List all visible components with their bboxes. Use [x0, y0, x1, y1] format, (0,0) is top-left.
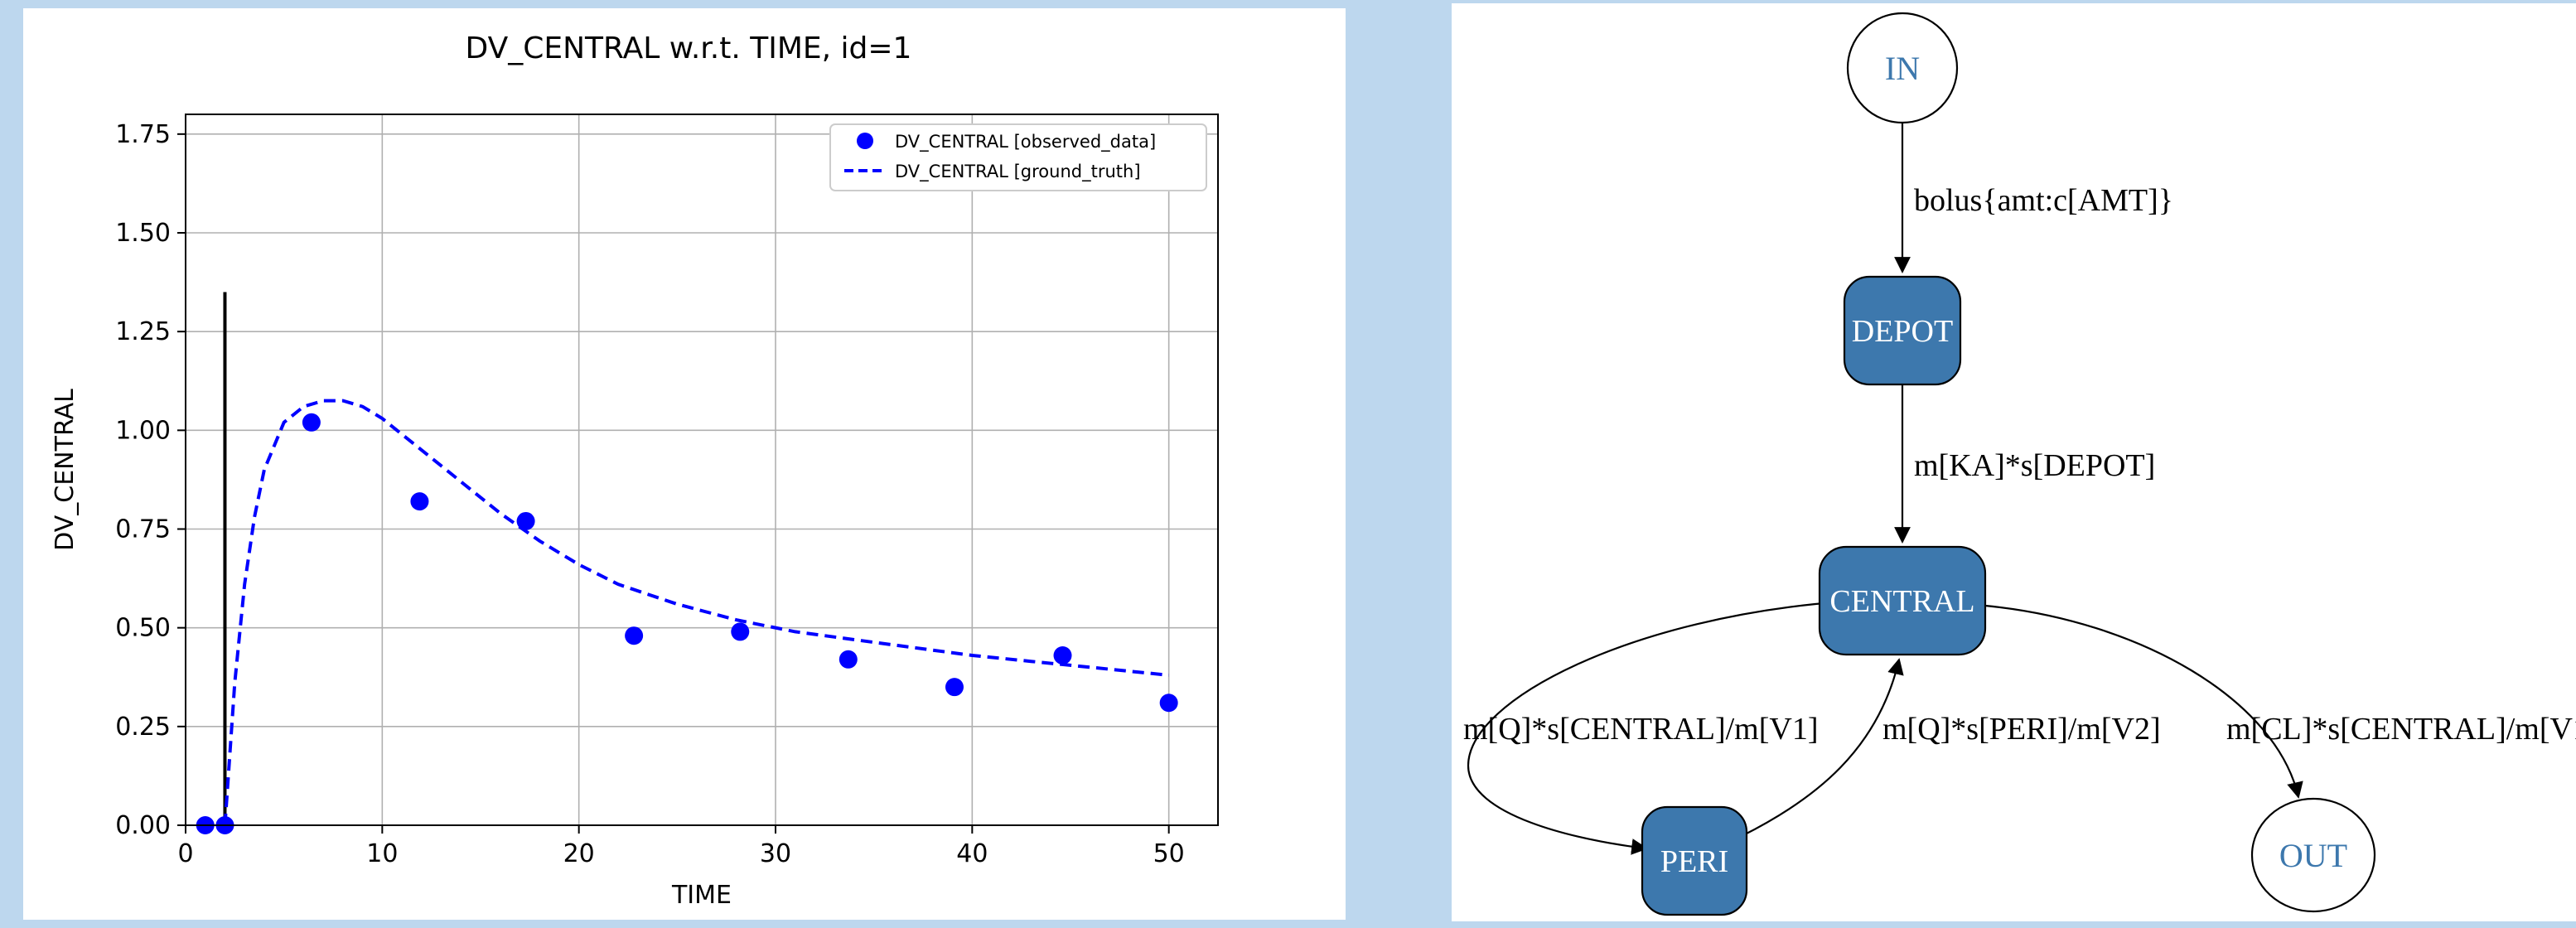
- observed-data-point: [839, 650, 858, 669]
- diagram-svg: bolus{amt:c[AMT]} m[KA]*s[DEPOT] m[Q]*s[…: [1463, 12, 2576, 916]
- edge-label-depot-central: m[KA]*s[DEPOT]: [1914, 448, 2155, 483]
- y-tick-label: 1.25: [115, 317, 171, 346]
- x-tick-label: 10: [366, 839, 398, 868]
- chart-title: DV_CENTRAL w.r.t. TIME, id=1: [466, 31, 912, 65]
- node-peri: PERI: [1641, 805, 1748, 916]
- observed-data-point: [945, 678, 964, 697]
- y-tick-label: 0.75: [115, 515, 171, 544]
- edge-central-out: [1984, 604, 2303, 799]
- x-tick-label: 40: [956, 839, 988, 868]
- x-tick-label: 50: [1153, 839, 1185, 868]
- y-tick-label: 0.00: [115, 811, 171, 840]
- grid-layer: [185, 114, 1218, 826]
- observed-data-point: [516, 511, 535, 530]
- y-tick-label: 1.75: [115, 120, 171, 149]
- x-tick-label: 30: [760, 839, 791, 868]
- node-in: IN: [1846, 12, 1959, 124]
- observed-data-point: [410, 492, 429, 511]
- x-tick-label: 0: [177, 839, 193, 868]
- node-central-label: CENTRAL: [1829, 584, 1974, 619]
- edge-central-peri: [1467, 600, 1845, 855]
- node-depot: DEPOT: [1843, 275, 1962, 386]
- ground-truth-line: [223, 399, 1169, 826]
- y-tick-label: 1.50: [115, 219, 171, 248]
- node-in-label: IN: [1885, 50, 1920, 87]
- y-axis-label: DV_CENTRAL: [51, 389, 80, 551]
- x-axis-label: TIME: [671, 881, 732, 910]
- data-layer: [196, 292, 1178, 834]
- edge-label-peri-central: m[Q]*s[PERI]/m[V2]: [1882, 712, 2161, 747]
- edges: [1467, 122, 2303, 855]
- chart-panel: DV_CENTRAL w.r.t. TIME, id=1 0 10 20 30 40 50…: [23, 8, 1346, 920]
- legend-observed-label: DV_CENTRAL [observed_data]: [895, 132, 1156, 152]
- legend-ground-truth-label: DV_CENTRAL [ground_truth]: [895, 162, 1141, 182]
- x-tick-label: 20: [563, 839, 595, 868]
- node-out: OUT: [2250, 797, 2376, 913]
- node-out-label: OUT: [2279, 837, 2347, 874]
- legend: DV_CENTRAL [observed_data] DV_CENTRAL [g…: [829, 123, 1207, 191]
- y-tick-label: 0.50: [115, 614, 171, 643]
- chart-svg: DV_CENTRAL w.r.t. TIME, id=1 0 10 20 30 40 50…: [51, 31, 1219, 910]
- legend-observed-marker: [857, 133, 873, 149]
- observed-data-point: [1053, 646, 1072, 665]
- node-central: CENTRAL: [1818, 545, 1987, 656]
- plot-frame: [185, 114, 1219, 826]
- edge-peri-central: [1741, 658, 1904, 837]
- observed-data-point: [625, 626, 644, 645]
- diagram-panel: bolus{amt:c[AMT]} m[KA]*s[DEPOT] m[Q]*s[…: [1452, 3, 2576, 921]
- node-peri-label: PERI: [1660, 844, 1728, 879]
- y-tick-label: 0.25: [115, 713, 171, 742]
- node-depot-label: DEPOT: [1852, 314, 1953, 349]
- observed-data-point: [1159, 694, 1178, 713]
- y-tick-label: 1.00: [115, 416, 171, 445]
- observed-data-point: [731, 622, 750, 641]
- legend-box: [829, 123, 1207, 191]
- edge-label-central-peri: m[Q]*s[CENTRAL]/m[V1]: [1463, 712, 1818, 747]
- edge-label-in-depot: bolus{amt:c[AMT]}: [1914, 183, 2173, 218]
- observed-data-point: [302, 413, 321, 432]
- edge-label-central-out: m[CL]*s[CENTRAL]/m[V1]: [2226, 712, 2576, 747]
- axis-layer: 0 10 20 30 40 50 0.00 0.25 0.50 0.75 1.00 1.25 1.50 1…: [115, 120, 1185, 868]
